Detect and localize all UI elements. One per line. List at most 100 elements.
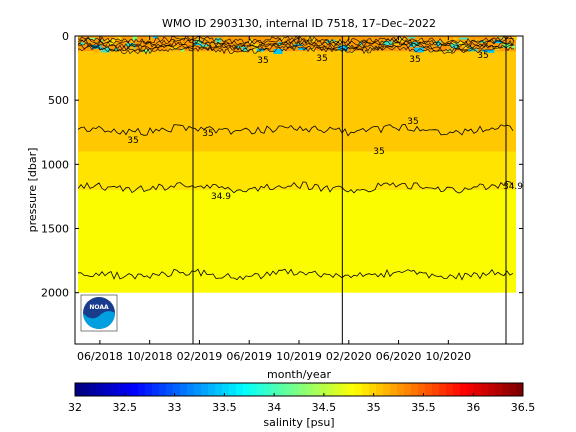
surface-patch <box>89 41 93 46</box>
surface-patch <box>106 39 116 45</box>
colorbar-tick-label: 36.5 <box>511 401 536 414</box>
surface-patch <box>512 45 515 49</box>
colorbar-swatch <box>278 383 286 396</box>
surface-patch <box>252 43 259 48</box>
plot-area <box>78 36 517 293</box>
x-tick-label: 10/2020 <box>425 350 471 363</box>
y-tick-label: 1000 <box>41 158 69 171</box>
surface-patch <box>213 42 223 47</box>
x-axis-label: month/year <box>267 368 331 381</box>
colorbar-tick-label: 33.5 <box>212 401 237 414</box>
contour-label: 34.9 <box>503 182 523 192</box>
surface-patch <box>459 37 469 40</box>
surface-patch <box>277 41 282 46</box>
colorbar-swatch <box>355 383 363 396</box>
colorbar-swatch <box>194 383 202 396</box>
surface-patch <box>279 37 285 42</box>
colorbar-swatch <box>264 383 272 396</box>
colorbar-tick-label: 34 <box>267 401 281 414</box>
contour-label: 35 <box>127 136 138 146</box>
layer-upper-layer <box>78 51 516 152</box>
surface-patch <box>236 45 241 50</box>
colorbar-swatch <box>131 383 139 396</box>
colorbar-swatch <box>201 383 209 396</box>
surface-patch <box>99 40 104 43</box>
surface-patch <box>344 36 352 40</box>
colorbar-swatch <box>453 383 461 396</box>
surface-patch <box>180 48 185 52</box>
surface-patch <box>393 42 399 46</box>
surface-patch <box>467 49 478 52</box>
colorbar-swatch <box>509 383 517 396</box>
colorbar-swatch <box>467 383 475 396</box>
contour-lines <box>77 35 515 281</box>
colorbar-swatch <box>187 383 195 396</box>
surface-patch <box>215 37 222 44</box>
surface-patch <box>298 47 307 51</box>
surface-patch <box>225 42 230 48</box>
surface-patch <box>311 37 316 43</box>
contour-label: 35 <box>373 147 384 157</box>
colorbar-swatch <box>383 383 391 396</box>
surface-patch <box>128 46 134 52</box>
surface-patch <box>450 43 459 49</box>
colorbar-swatch <box>180 383 188 396</box>
colorbar-swatch <box>292 383 300 396</box>
surface-patch <box>512 36 517 40</box>
surface-patch <box>326 39 331 44</box>
colorbar-swatch <box>411 383 419 396</box>
colorbar-swatch <box>376 383 384 396</box>
colorbar-swatch <box>229 383 237 396</box>
colorbar-swatch <box>152 383 160 396</box>
surface-patch <box>436 45 447 50</box>
colorbar-swatch <box>502 383 510 396</box>
colorbar-swatch <box>236 383 244 396</box>
noaa-logo: NOAA <box>80 294 118 332</box>
surface-contour <box>77 45 515 55</box>
surface-patch <box>80 42 85 45</box>
colorbar-tick-label: 32.5 <box>113 401 138 414</box>
x-tick-label: 06/2019 <box>226 350 272 363</box>
colorbar-tick-label: 35 <box>367 401 381 414</box>
colorbar-swatch <box>432 383 440 396</box>
colorbar-swatch <box>173 383 181 396</box>
x-tick-label: 10/2018 <box>127 350 173 363</box>
colorbar-swatch <box>397 383 405 396</box>
colorbar-swatch <box>460 383 468 396</box>
colorbar-swatch <box>418 383 426 396</box>
colorbar-swatch <box>117 383 125 396</box>
colorbar-swatch <box>327 383 335 396</box>
x-tick-label: 06/2020 <box>376 350 422 363</box>
surface-patch <box>361 42 371 45</box>
colorbar-swatch <box>285 383 293 396</box>
colorbar-swatch <box>82 383 90 396</box>
surface-patch <box>132 36 138 41</box>
surface-patch <box>94 48 99 54</box>
colorbar-swatch <box>208 383 216 396</box>
surface-patch <box>137 37 142 40</box>
contour-label: 35 <box>409 55 420 65</box>
surface-patch <box>492 47 501 51</box>
colorbar-swatch <box>159 383 167 396</box>
surface-patch <box>441 37 447 42</box>
surface-patch <box>451 42 455 45</box>
surface-patch <box>168 46 179 51</box>
surface-patch <box>256 48 265 52</box>
colorbar-swatch <box>341 383 349 396</box>
colorbar-swatch <box>124 383 132 396</box>
surface-patch <box>336 49 342 53</box>
surface-patch <box>330 41 337 45</box>
x-tick-label: 06/2018 <box>77 350 123 363</box>
surface-patch <box>152 36 159 39</box>
surface-patch <box>273 48 283 54</box>
contour-35 <box>77 123 514 137</box>
colorbar-swatch <box>362 383 370 396</box>
y-tick-label: 1500 <box>41 223 69 236</box>
surface-patch <box>414 47 424 53</box>
surface-patch <box>502 43 511 48</box>
colorbar-swatch <box>313 383 321 396</box>
surface-patch <box>469 39 480 43</box>
contour-labels: 35 35 35 35 35 35 35 35 34.9 34.9 <box>127 51 523 202</box>
section-dividers <box>192 36 507 344</box>
